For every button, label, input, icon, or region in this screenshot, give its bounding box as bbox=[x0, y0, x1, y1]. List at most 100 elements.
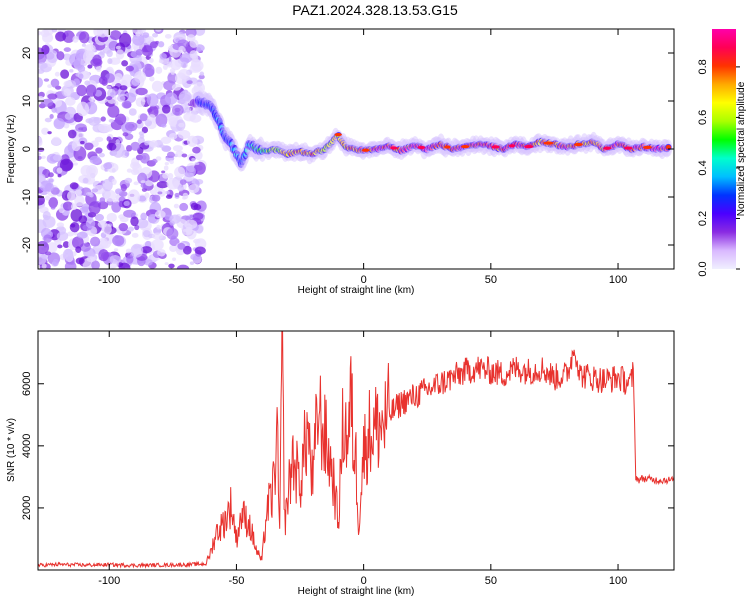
heatmap-noise-blob bbox=[165, 190, 170, 195]
heatmap-cells bbox=[38, 29, 673, 269]
heatmap-noise-blob bbox=[193, 204, 202, 211]
heatmap-noise-blob bbox=[95, 213, 105, 222]
heatmap-noise-blob bbox=[151, 80, 163, 92]
heatmap-noise-blob bbox=[160, 136, 172, 145]
heatmap-noise-blob bbox=[62, 201, 73, 211]
heatmap-noise-blob bbox=[125, 248, 132, 254]
chart-title: PAZ1.2024.328.13.53.G15 bbox=[292, 2, 458, 18]
heatmap-noise-blob bbox=[50, 206, 56, 210]
colorbar-tick-label: 0.6 bbox=[697, 110, 709, 125]
heatmap-noise-blob bbox=[151, 239, 164, 251]
heatmap-noise-blob bbox=[151, 232, 164, 240]
heatmap-noise-blob bbox=[161, 104, 171, 114]
heatmap-noise-blob bbox=[136, 218, 149, 229]
heatmap-noise-blob bbox=[46, 49, 59, 63]
snr-y-tick-label: 6000 bbox=[21, 372, 33, 396]
heatmap-noise-blob bbox=[157, 41, 165, 48]
heatmap-ridge-peak bbox=[624, 146, 633, 150]
heatmap-noise-blob bbox=[135, 87, 148, 96]
heatmap-ridge-peak bbox=[603, 146, 612, 150]
heatmap-noise-blob bbox=[57, 174, 62, 178]
heatmap-noise-blob bbox=[86, 191, 91, 196]
heatmap-noise-blob bbox=[177, 129, 191, 139]
heatmap-noise-blob bbox=[134, 224, 140, 231]
heatmap-ridge-peak bbox=[461, 145, 470, 149]
heatmap-noise-blob bbox=[140, 212, 147, 221]
heatmap-noise-blob bbox=[75, 257, 85, 265]
heatmap-noise-blob bbox=[144, 67, 155, 77]
heatmap-noise-blob bbox=[174, 166, 186, 179]
heatmap-noise-blob bbox=[74, 194, 85, 207]
heatmap-noise-blob bbox=[149, 140, 158, 148]
heatmap-noise-blob bbox=[123, 200, 130, 207]
heatmap-noise-blob bbox=[47, 131, 52, 135]
heatmap-noise-blob bbox=[63, 88, 71, 97]
heatmap-noise-blob bbox=[99, 50, 105, 56]
snr-x-tick-label: -100 bbox=[98, 575, 120, 587]
heatmap-noise-blob bbox=[82, 177, 89, 184]
heatmap-noise-blob bbox=[184, 219, 198, 230]
heatmap-noise-blob bbox=[121, 60, 129, 67]
heatmap-noise-blob bbox=[90, 229, 97, 234]
heatmap-noise-blob bbox=[41, 50, 49, 55]
snr-x-tick-label: 0 bbox=[361, 575, 367, 587]
heatmap-noise-blob bbox=[186, 246, 192, 252]
heatmap-noise-blob bbox=[77, 64, 86, 73]
heatmap-noise-blob bbox=[132, 34, 145, 46]
heatmap-noise-blob bbox=[91, 260, 100, 269]
heatmap-noise-blob bbox=[194, 246, 206, 255]
heatmap-noise-blob bbox=[122, 132, 129, 137]
heatmap-noise-blob bbox=[173, 203, 179, 209]
heatmap-noise-blob bbox=[157, 248, 166, 257]
heatmap-noise-blob bbox=[120, 183, 127, 192]
colorbar-tick-label: 0.0 bbox=[697, 261, 709, 276]
heatmap-noise-blob bbox=[179, 53, 193, 64]
heatmap-y-ticks: -20 -10 0 10 20 bbox=[21, 47, 674, 253]
heatmap-noise-blob bbox=[139, 133, 145, 139]
heatmap-noise-blob bbox=[106, 142, 117, 151]
heatmap-noise-blob bbox=[106, 136, 112, 142]
heatmap-noise-blob bbox=[56, 51, 65, 61]
heatmap-noise-blob bbox=[63, 80, 73, 88]
snr-y-tick-label: 4000 bbox=[21, 434, 33, 458]
snr-frame bbox=[37, 330, 675, 571]
heatmap-noise-blob bbox=[79, 206, 92, 214]
heatmap-noise-blob bbox=[136, 119, 142, 125]
heatmap-noise-blob bbox=[84, 142, 94, 151]
heatmap-noise-blob bbox=[69, 53, 82, 66]
heatmap-noise-blob bbox=[57, 244, 63, 249]
heatmap-noise-blob bbox=[144, 192, 150, 199]
heatmap-ridge-peak bbox=[334, 133, 342, 137]
heatmap-noise-blob bbox=[50, 78, 60, 88]
heatmap-noise-blob bbox=[115, 194, 120, 200]
heatmap-noise-blob bbox=[102, 223, 112, 235]
colorbar-tick-label: 0.4 bbox=[697, 160, 709, 175]
heatmap-noise-blob bbox=[95, 147, 103, 154]
heatmap-noise-blob bbox=[168, 116, 178, 127]
heatmap-noise-blob bbox=[146, 93, 159, 107]
heatmap-noise-blob bbox=[97, 237, 109, 250]
heatmap-noise-blob bbox=[130, 141, 141, 151]
heatmap-noise-blob bbox=[74, 189, 83, 196]
heatmap-noise-blob bbox=[44, 117, 52, 123]
heatmap-noise-blob bbox=[127, 189, 141, 205]
heatmap-noise-blob bbox=[181, 153, 188, 158]
snr-x-ticks: -100 -50 0 50 100 bbox=[98, 331, 627, 587]
heatmap-noise-blob bbox=[76, 84, 87, 97]
heatmap-noise-blob bbox=[41, 263, 47, 269]
heatmap-noise-blob bbox=[73, 162, 78, 166]
snr-x-tick-label: 50 bbox=[485, 575, 497, 587]
heatmap-noise-blob bbox=[171, 83, 182, 91]
snr-x-axis-label: Height of straight line (km) bbox=[298, 586, 415, 597]
heatmap-noise-blob bbox=[113, 248, 119, 252]
heatmap-noise-blob bbox=[38, 152, 41, 156]
heatmap-y-tick-label: 20 bbox=[21, 47, 33, 59]
heatmap-noise-blob bbox=[123, 92, 137, 104]
heatmap-noise-blob bbox=[38, 62, 48, 69]
heatmap-noise-blob bbox=[124, 121, 138, 132]
heatmap-noise-blob bbox=[186, 34, 196, 42]
heatmap-noise-blob bbox=[157, 191, 163, 195]
heatmap-noise-blob bbox=[88, 116, 100, 126]
heatmap-noise-blob bbox=[178, 122, 185, 128]
heatmap-noise-blob bbox=[149, 189, 158, 195]
